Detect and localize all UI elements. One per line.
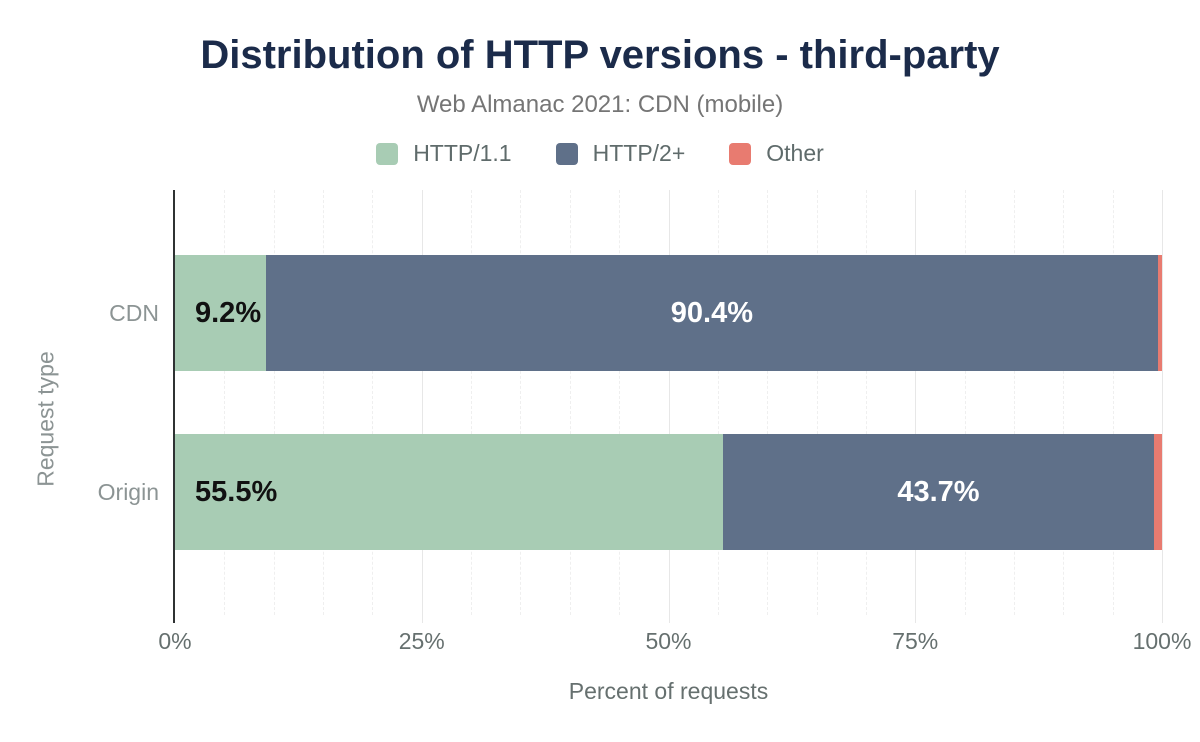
legend-swatch-http11 [376,142,399,165]
bar-segment-http11-cdn[interactable]: 9.2% [175,255,266,371]
major-gridline [915,190,917,623]
legend-swatch-other [729,142,752,165]
x-tick-0: 0% [158,628,192,654]
minor-gridline [569,190,571,615]
minor-gridline [816,190,818,615]
legend-label: HTTP/2+ [592,140,686,166]
legend: HTTP/1.1 HTTP/2+ Other [0,140,1200,167]
minor-gridline [1112,190,1114,615]
minor-gridline [865,190,867,615]
bar-segment-http2-cdn[interactable]: 90.4% [265,255,1159,371]
minor-gridline [767,190,769,615]
minor-gridline [471,190,473,615]
plot-area: CDN 9.2% 90.4% Origin 55.5% 43.7% 0% 25% 50% 75% 1… [98,190,1191,654]
major-gridline [1162,190,1163,623]
data-label: 9.2% [195,296,262,329]
minor-gridline [520,190,522,615]
category-label-origin: Origin [97,478,159,505]
data-label: 43.7% [897,475,980,508]
bar-cdn: CDN 9.2% 90.4% [109,255,1162,371]
minor-gridline [1063,190,1065,615]
major-gridline [668,190,670,623]
major-gridline [421,190,423,623]
x-tick-25: 25% [398,628,445,654]
bar-segment-other-origin[interactable] [1154,434,1162,550]
legend-item-http2[interactable]: HTTP/2+ [555,140,686,167]
legend-item-http11[interactable]: HTTP/1.1 [376,140,512,167]
bar-segment-http11-origin[interactable]: 55.5% [175,434,723,550]
x-tick-100: 100% [1132,628,1192,654]
bar-segment-other-cdn[interactable] [1158,255,1162,371]
minor-gridline [323,190,325,615]
chart-subtitle: Web Almanac 2021: CDN (mobile) [416,91,784,118]
minor-gridline [1013,190,1015,615]
minor-gridline [964,190,966,615]
category-label-cdn: CDN [109,299,159,326]
legend-item-other[interactable]: Other [729,140,824,167]
minor-gridline [717,190,719,615]
legend-label: HTTP/1.1 [413,140,512,166]
legend-swatch-http2 [555,142,578,165]
minor-gridline [372,190,374,615]
y-axis-title: Request type [32,351,59,487]
x-axis-title: Percent of requests [568,678,769,704]
minor-gridline [273,190,275,615]
minor-gridline [619,190,621,615]
x-tick-75: 75% [892,628,939,654]
x-tick-50: 50% [645,628,692,654]
y-axis-line [173,190,175,623]
chart-title: Distribution of HTTP versions - third-pa… [200,33,1000,77]
data-label: 90.4% [670,296,754,329]
bar-segment-http2-origin[interactable]: 43.7% [722,434,1155,550]
bar-origin: Origin 55.5% 43.7% [98,434,1162,550]
legend-label: Other [766,140,824,166]
minor-gridline [224,190,226,615]
data-label: 55.5% [195,475,278,508]
